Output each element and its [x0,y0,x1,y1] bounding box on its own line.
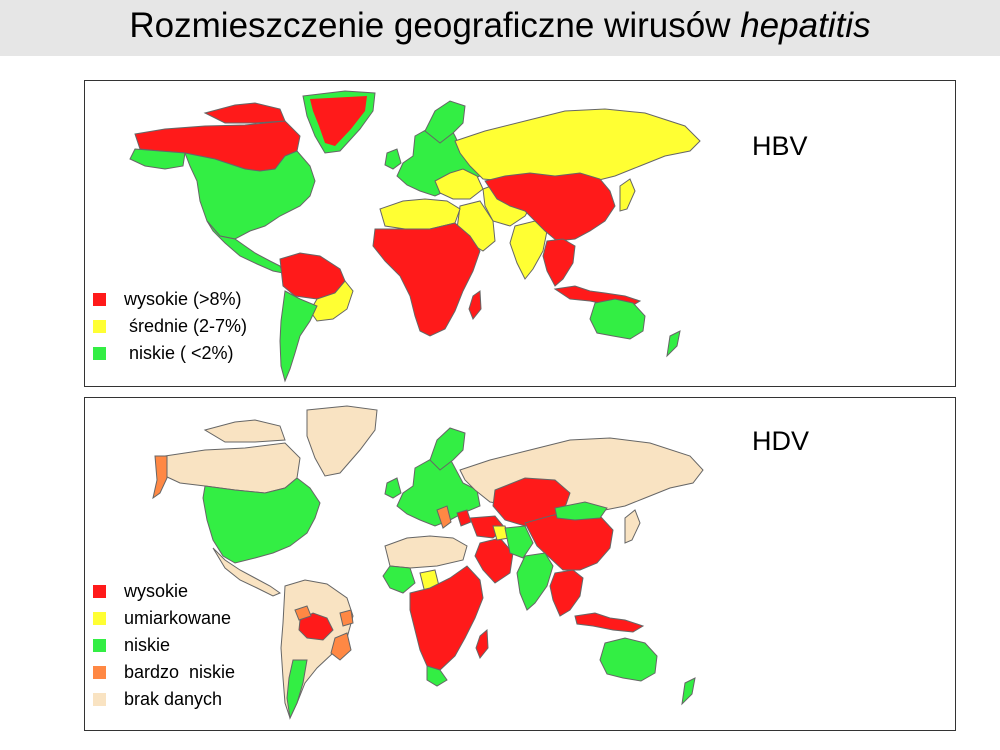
legend-text-high: wysokie [124,581,189,601]
hdv-uk [384,477,402,499]
hdv-indonesia [574,612,645,633]
hdv-canada-north [164,442,301,494]
hbv-label: HBV [752,131,808,161]
hdv-africa [409,565,484,671]
hdv-southeast-asia [549,569,584,617]
hbv-canada-usa [184,150,316,240]
hbv-madagascar [468,290,482,320]
legend-swatch-low [93,639,106,652]
hdv-arabia [474,537,514,584]
hdv-canada-islands [203,419,286,443]
hdv-amazon [298,612,334,641]
hdv-brazil-northeast [339,609,354,627]
hdv-scandinavia [429,427,466,471]
hbv-greenland-core [310,96,367,146]
legend-text-high: wysokie (>8%) [124,289,242,309]
hdv-iran [504,525,534,559]
hbv-africa [372,222,481,337]
hbv-north-africa [379,198,461,230]
hdv-north-africa [384,535,468,569]
legend-text-very-low: bardzo niskie [124,662,236,682]
hbv-new-zealand [666,330,681,358]
hdv-brazil-east [330,632,352,661]
hbv-canada-islands [203,102,286,124]
hdv-map-panel: HDV wysokie umiarkowane niskie bardzo ni… [84,397,956,731]
hbv-australia [589,298,646,340]
legend-swatch-high [93,585,106,598]
legend-text-low: niskie ( <2%) [124,343,234,363]
hdv-madagascar [475,628,489,659]
legend-item-moderate: umiarkowane [93,605,235,632]
legend-text-no-data: brak danych [124,689,223,709]
slide-title: Rozmieszczenie geograficzne wirusów hepa… [0,6,1000,46]
hdv-greenland [306,405,378,477]
hdv-mexico-central-america [212,547,282,597]
legend-swatch-low [93,347,106,360]
legend-item-no-data: brak danych [93,686,235,713]
hbv-scandinavia [424,100,466,144]
legend-item-high: wysokie [93,578,235,605]
hbv-india [509,220,548,280]
hdv-japan [624,509,641,544]
legend-swatch-high [93,293,106,306]
hbv-south-america-south [279,290,318,383]
hbv-russia [454,108,701,184]
legend-item-medium: średnie (2-7%) [93,313,247,340]
hdv-balkans [456,509,472,527]
title-italic: hepatitis [740,6,871,45]
title-bar [0,0,1000,56]
hbv-world-map [129,90,701,383]
legend-swatch-no-data [93,693,106,706]
hbv-japan [619,178,636,212]
hdv-new-zealand [681,677,696,706]
hbv-legend: wysokie (>8%) średnie (2-7%) niskie ( <2… [93,286,247,367]
hdv-west-africa [382,565,416,594]
hdv-legend: wysokie umiarkowane niskie bardzo niskie… [93,578,235,713]
hdv-india [516,552,554,611]
hdv-label: HDV [752,426,810,456]
legend-item-high: wysokie (>8%) [93,286,247,313]
legend-swatch-moderate [93,612,106,625]
legend-text-medium: średnie (2-7%) [124,316,248,336]
hdv-alaska [152,455,168,500]
hbv-china [484,172,616,242]
hbv-alaska [129,148,186,170]
legend-item-very-low: bardzo niskie [93,659,235,686]
hdv-mongolia [554,501,608,521]
legend-text-moderate: umiarkowane [124,608,232,628]
hdv-world-map [152,405,704,720]
hbv-uk [384,148,402,170]
hdv-amazon-north [294,605,312,621]
hdv-australia [599,637,658,682]
title-main: Rozmieszczenie geograficzne wirusów [129,6,731,45]
legend-text-low: niskie [124,635,171,655]
hbv-southeast-asia [542,238,576,287]
hdv-south-america-south [286,659,308,720]
hdv-canada-usa [202,477,321,564]
hdv-south-africa [426,665,448,687]
legend-item-low: niskie [93,632,235,659]
legend-swatch-very-low [93,666,106,679]
legend-swatch-medium [93,320,106,333]
legend-item-low: niskie ( <2%) [93,340,247,367]
hdv-italy [436,505,452,529]
hbv-map-panel: HBV wysokie (>8%) średnie (2-7%) niskie … [84,80,956,387]
